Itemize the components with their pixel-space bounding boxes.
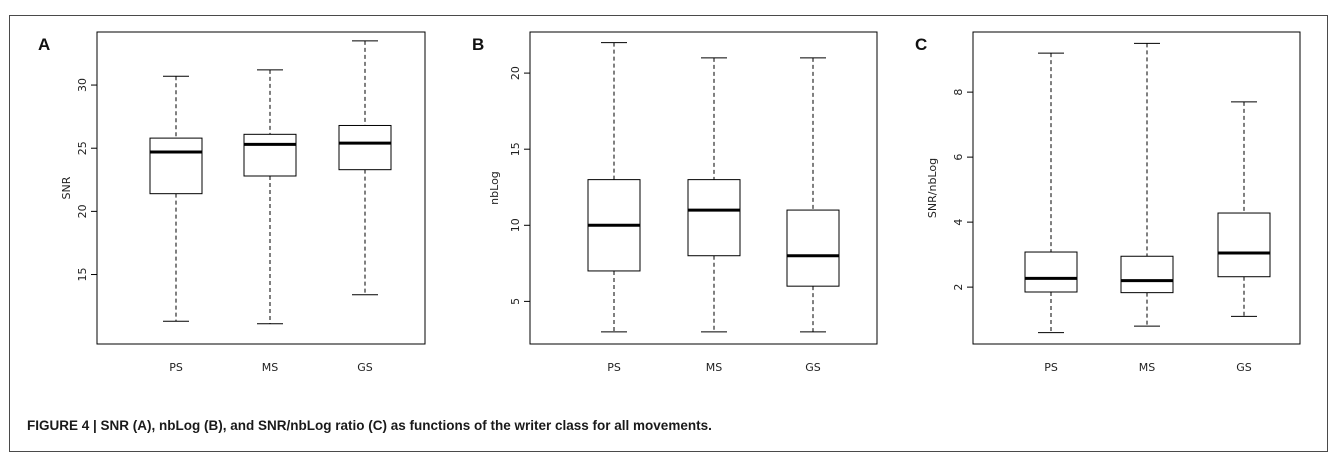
plot-frame (529, 31, 878, 345)
y-tick-label: 6 (952, 154, 965, 161)
y-tick-label: 15 (509, 142, 522, 156)
iqr-box (1024, 251, 1078, 293)
figure-frame (9, 15, 1328, 452)
boxplot-panel-c: C 2 4 6 8 SNR/nbLog PS MS GS (915, 31, 1301, 374)
y-tick-label: 2 (952, 284, 965, 291)
x-tick-label: MS (706, 361, 722, 374)
figure-caption: FIGURE 4 | SNR (A), nbLog (B), and SNR/n… (27, 418, 712, 433)
x-tick-label: MS (1139, 361, 1155, 374)
y-tick-label: 20 (76, 204, 89, 218)
x-tick-label: GS (357, 361, 373, 374)
y-tick-label: 15 (76, 268, 89, 282)
y-tick-label: 5 (509, 298, 522, 305)
x-tick-label: PS (1044, 361, 1058, 374)
y-tick-label: 20 (509, 66, 522, 80)
y-tick-label: 30 (76, 78, 89, 92)
x-tick-label: PS (169, 361, 183, 374)
boxplot-panel-b: B 5 10 15 20 nbLog PS MS GS (472, 31, 878, 374)
x-tick-label: MS (262, 361, 278, 374)
box-ms (1120, 42, 1174, 327)
y-tick-label: 25 (76, 141, 89, 155)
panel-letter: A (38, 35, 50, 54)
boxplot-panel-a: A 15 20 25 30 SNR PS MS GS (38, 31, 426, 374)
y-axis-title: SNR (60, 176, 73, 199)
y-axis-title: SNR/nbLog (926, 158, 939, 218)
y-tick-label: 4 (952, 219, 965, 226)
boxplot-panels: A 15 20 25 30 SNR PS MS GS B 5 10 15 20 nbLog PS MS GS C 2 4… (38, 31, 1301, 374)
box-gs (786, 57, 840, 333)
box-gs (338, 40, 392, 296)
y-tick-label: 10 (509, 218, 522, 232)
panel-letter: C (915, 35, 927, 54)
iqr-box (149, 137, 203, 195)
box-ps (1024, 52, 1078, 334)
panel-letter: B (472, 35, 484, 54)
plot-frame (972, 31, 1301, 345)
iqr-box (786, 209, 840, 287)
y-axis-title: nbLog (488, 171, 501, 205)
box-ms (243, 69, 297, 325)
iqr-box (1217, 212, 1271, 278)
box-ps (587, 42, 641, 333)
x-tick-label: GS (805, 361, 821, 374)
iqr-box (1120, 255, 1174, 294)
box-ps (149, 75, 203, 322)
iqr-box (338, 124, 392, 171)
x-tick-label: PS (607, 361, 621, 374)
iqr-box (243, 133, 297, 177)
box-gs (1217, 101, 1271, 317)
iqr-box (687, 179, 741, 257)
plot-frame (96, 31, 426, 345)
x-tick-label: GS (1236, 361, 1252, 374)
y-tick-label: 8 (952, 89, 965, 96)
box-ms (687, 57, 741, 333)
